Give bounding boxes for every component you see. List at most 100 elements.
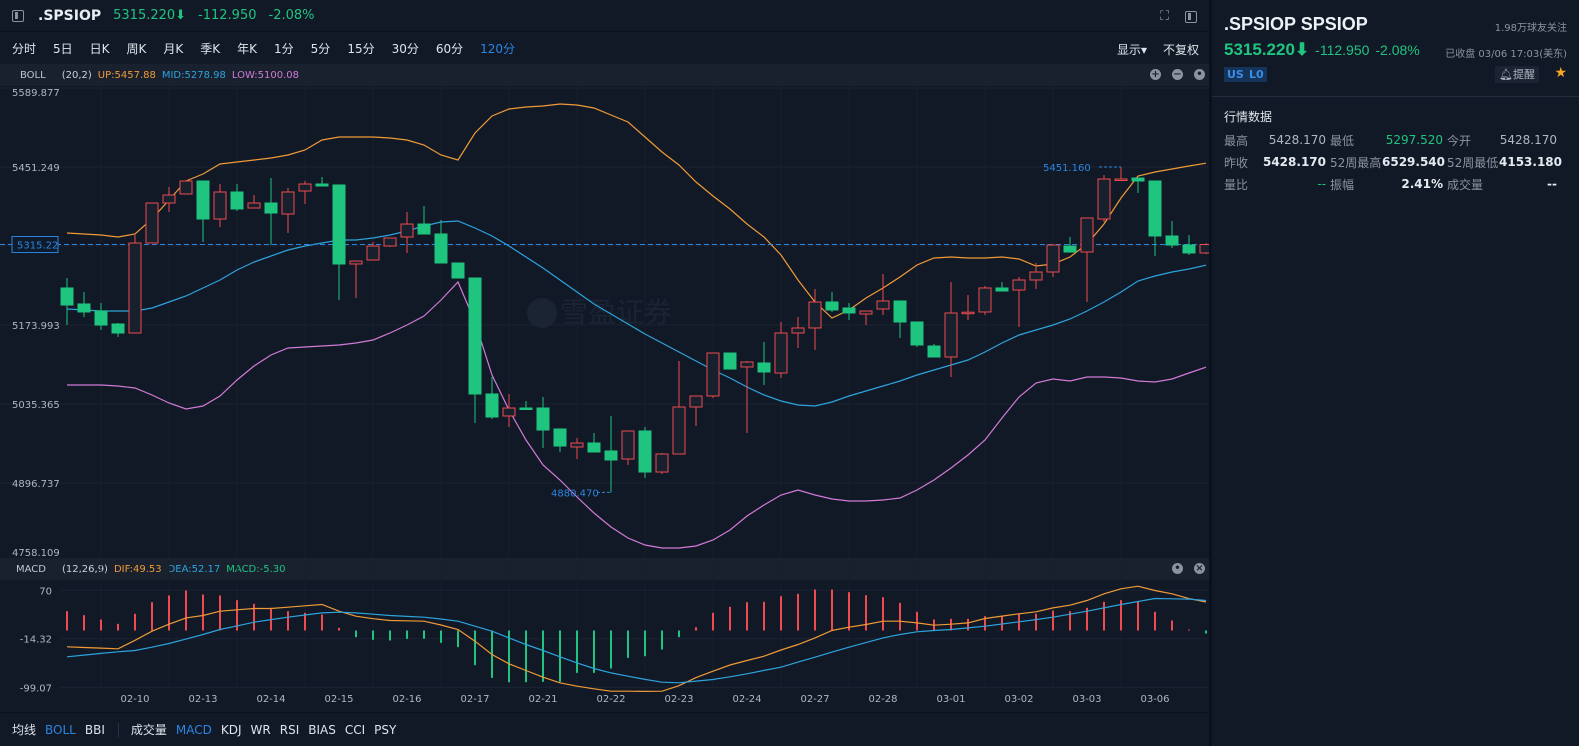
panel-toggle-icon[interactable] [1185, 10, 1197, 23]
candle-body [706, 352, 720, 397]
candle [893, 300, 907, 339]
sub-indicator-6[interactable]: CCI [344, 722, 366, 737]
candle [94, 303, 108, 330]
candle [230, 184, 244, 211]
candle-body [434, 233, 448, 264]
candle-body [1114, 178, 1128, 181]
tab-8[interactable]: 5分 [310, 41, 331, 56]
sub-indicator-5[interactable]: BIAS [308, 722, 336, 737]
candle [281, 188, 295, 233]
tab-6[interactable]: 年K [237, 41, 258, 56]
x-tick-label: 03-03 [1072, 694, 1101, 705]
candle-body [468, 277, 482, 395]
candle-body [723, 352, 737, 370]
candle [1165, 221, 1179, 249]
settings-icon[interactable]: • [1194, 69, 1205, 80]
candle [179, 180, 193, 195]
quote-table: 最高 5428.170 最低 5297.520 今开 5428.170 昨收 5428.170… [1224, 129, 1569, 195]
candle [247, 195, 261, 209]
macd-settings-icon[interactable]: • [1172, 563, 1183, 574]
boll-legend: BOLL (20,2) UP:5457.88 MID:5278.98 LOW:5… [0, 64, 1209, 86]
tab-11[interactable]: 60分 [435, 41, 464, 56]
macd-params: (12,26,9) [61, 563, 108, 575]
candle-body [519, 407, 533, 411]
candle-body [876, 300, 890, 310]
candle-body [995, 287, 1009, 292]
macd-dea-line [66, 597, 1207, 684]
x-tick-label: 03-06 [1140, 694, 1169, 705]
candle [434, 219, 448, 264]
candle [332, 184, 346, 301]
panel-change-pct: -2.08% [1375, 42, 1420, 58]
sub-indicator-0[interactable]: 成交量 [130, 723, 167, 737]
x-tick-label: 03-02 [1004, 694, 1033, 705]
kline-chart[interactable]: 雪盈证券 5589.877 5451.249 5173.993 5035.365 4896… [0, 86, 1209, 712]
x-tick-label: 02-23 [664, 694, 693, 705]
bell-icon: 🔔︎ [1499, 68, 1513, 81]
remind-label: 提醒 [1513, 68, 1535, 81]
candle [264, 178, 278, 245]
candle [213, 184, 227, 227]
panel-price-row: 5315.220⬇ -112.950 -2.08% [1224, 40, 1420, 60]
candle-body [179, 180, 193, 195]
tab-9[interactable]: 15分 [347, 41, 375, 56]
sub-indicator-3[interactable]: WR [250, 722, 271, 737]
main-indicator-1[interactable]: BOLL [45, 722, 76, 737]
quote-row: 昨收 5428.170 52周最高 6529.540 52周最低 4153.180 [1224, 151, 1569, 173]
candle [1131, 177, 1145, 194]
star-icon[interactable]: ★ [1554, 65, 1567, 81]
tab-5[interactable]: 季K [200, 41, 221, 56]
candle [366, 241, 380, 261]
display-dropdown[interactable]: 显示▾ [1116, 43, 1147, 57]
candle [298, 180, 312, 205]
candle [808, 289, 822, 350]
adjust-button[interactable]: 不复权 [1162, 43, 1199, 57]
sub-indicator-1[interactable]: MACD [175, 722, 212, 737]
candle [502, 393, 516, 427]
high-marker-label: 5451.160 [1043, 163, 1091, 174]
candle [961, 294, 975, 321]
candle-body [1063, 245, 1077, 253]
main-indicator-2[interactable]: BBI [84, 722, 105, 737]
candle [757, 342, 771, 385]
zoom-in-icon[interactable]: + [1150, 69, 1161, 80]
candle-body [196, 180, 210, 220]
candle-body [1097, 178, 1111, 220]
fullscreen-icon[interactable]: ⛶ [1160, 9, 1170, 24]
candle [383, 237, 397, 247]
macd-close-icon[interactable]: × [1194, 563, 1205, 574]
candle [1046, 244, 1060, 277]
chart-header: .SPSIOP 5315.220⬇ -112.950 -2.08% ⛶ [0, 0, 1209, 32]
candle-body [910, 321, 924, 346]
tab-2[interactable]: 日K [89, 41, 110, 56]
candle [1029, 263, 1043, 289]
quote-value: -- [1317, 177, 1326, 191]
tab-7[interactable]: 1分 [274, 41, 294, 56]
divider [1212, 96, 1579, 97]
quote-value: 4153.180 [1499, 155, 1563, 169]
tab-12[interactable]: 120分 [480, 41, 516, 56]
candle [689, 395, 703, 427]
candle-body [162, 194, 176, 204]
tab-1[interactable]: 5日 [53, 41, 73, 56]
sidebar-toggle-icon[interactable] [12, 9, 24, 22]
remind-button[interactable]: 🔔︎提醒 [1495, 66, 1539, 83]
sub-indicator-2[interactable]: KDJ [220, 722, 242, 737]
sub-indicator-4[interactable]: RSI [279, 722, 300, 737]
candle [400, 211, 414, 253]
tab-4[interactable]: 月K [163, 41, 184, 56]
x-tick-label: 02-24 [732, 694, 761, 705]
panel-price: 5315.220⬇ [1224, 40, 1310, 59]
candle [196, 180, 210, 242]
followers: 1.98万球友关注 [1494, 23, 1567, 34]
zoom-out-icon[interactable]: − [1172, 69, 1183, 80]
candle [128, 235, 142, 334]
sub-indicator-7[interactable]: PSY [374, 722, 397, 737]
candle [315, 177, 329, 187]
main-indicator-0[interactable]: 均线 [12, 723, 37, 737]
candle-body [740, 361, 754, 368]
tab-10[interactable]: 30分 [391, 41, 419, 56]
candle [1148, 180, 1162, 256]
tab-3[interactable]: 周K [126, 41, 147, 56]
tab-0[interactable]: 分时 [12, 41, 37, 56]
